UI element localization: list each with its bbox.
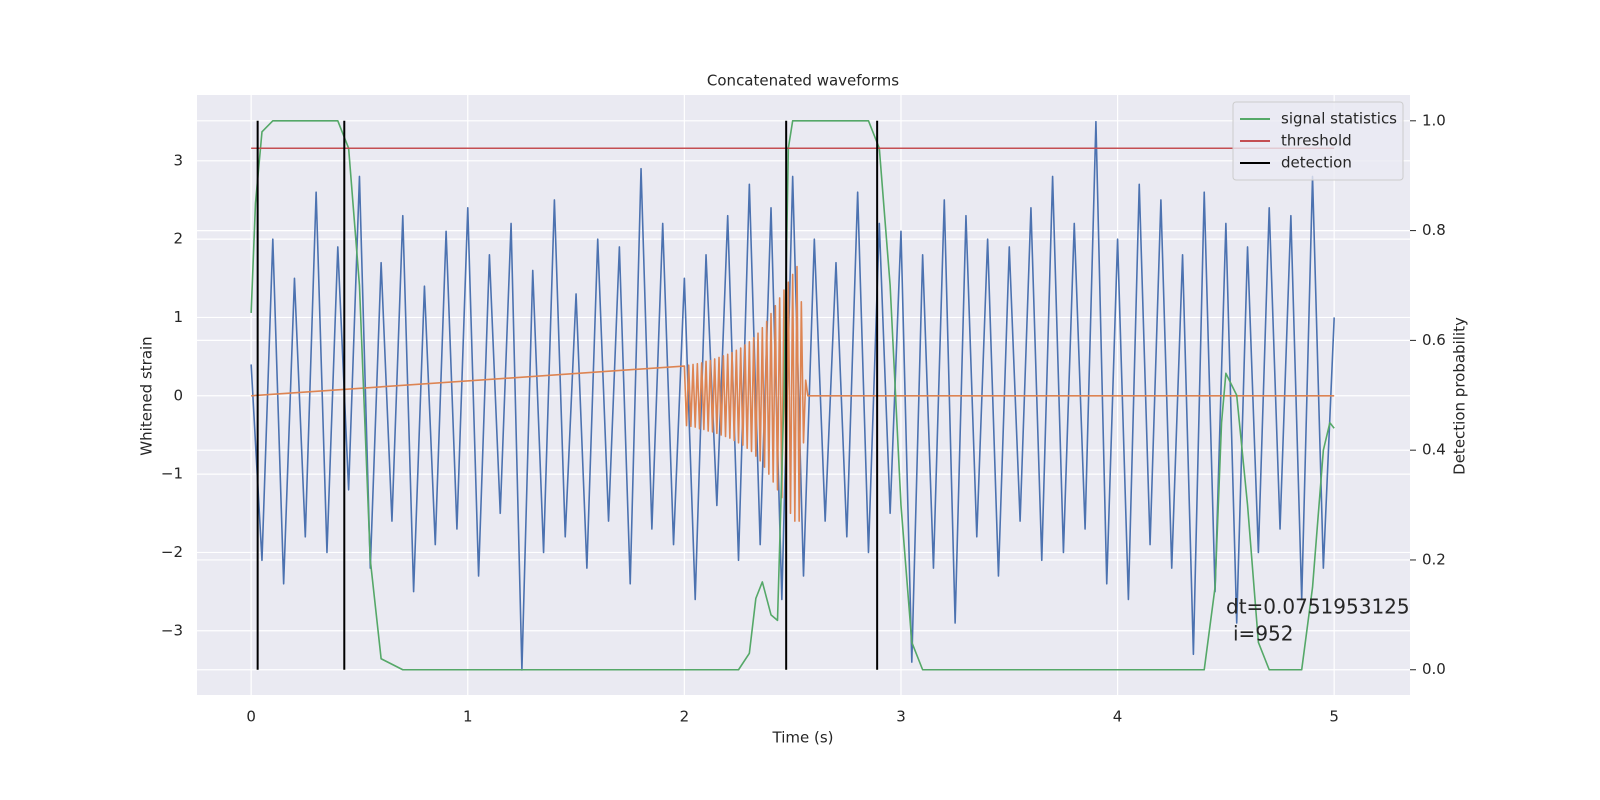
grid: 0 1 2 3 4 5 −3 −2 −1 0 1 2 3 0.0 0.2 0.4 0.6 0.8 1.0 (161, 95, 1446, 726)
chart-title: Concatenated waveforms (707, 72, 899, 90)
y-tick-label: −2 (161, 543, 183, 561)
y2-tick-label: 0.2 (1422, 550, 1446, 568)
y-tick-label: −3 (161, 621, 183, 639)
legend-label: threshold (1281, 132, 1352, 150)
x-tick-label: 4 (1113, 708, 1123, 726)
y-tick-label: 0 (173, 386, 183, 404)
y2-tick-label: 1.0 (1422, 111, 1446, 129)
x-tick-label: 3 (896, 708, 906, 726)
series-line (250, 120, 1335, 671)
y-tick-label: −1 (161, 465, 183, 483)
y2-tick-label: 0.4 (1422, 441, 1446, 459)
series-line (251, 265, 1335, 522)
y2-axis-label: Detection probability (1451, 317, 1469, 475)
y2-tick-label: 0.0 (1422, 660, 1446, 678)
x-axis-label: Time (s) (772, 729, 834, 747)
x-tick-label: 2 (680, 708, 690, 726)
legend: signal statistics threshold detection (1232, 101, 1404, 181)
legend-box (1232, 101, 1404, 181)
x-tick-label: 0 (246, 708, 256, 726)
y2-tick-label: 0.6 (1422, 331, 1446, 349)
annotation: dt=0.0751953125 (1226, 595, 1410, 619)
y2-tick-label: 0.8 (1422, 221, 1446, 239)
y-tick-label: 1 (173, 308, 183, 326)
x-tick-label: 5 (1329, 708, 1339, 726)
series-line (250, 120, 1335, 671)
y-tick-label: 3 (173, 151, 183, 169)
annotation: i=952 (1233, 622, 1294, 646)
x-tick-label: 1 (463, 708, 473, 726)
legend-label: detection (1281, 154, 1352, 172)
y-axis-label: Whitened strain (138, 336, 156, 455)
y-tick-label: 2 (173, 230, 183, 248)
legend-label: signal statistics (1281, 110, 1397, 128)
marks: dt=0.0751953125 i=952 (250, 120, 1410, 671)
